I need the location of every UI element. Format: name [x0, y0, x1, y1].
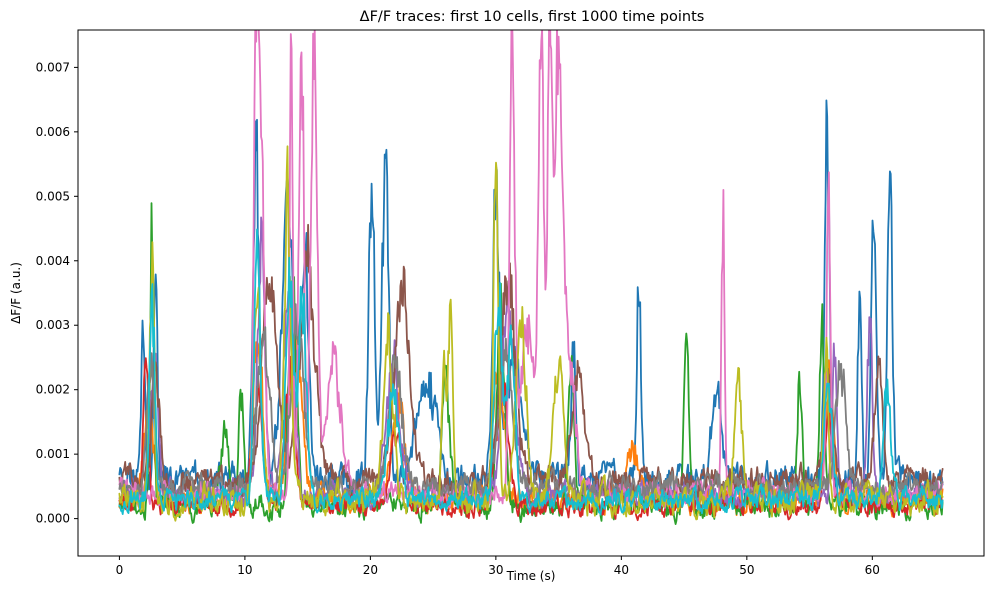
- trace-group: [118, 30, 944, 525]
- x-tick-label: 50: [739, 563, 754, 577]
- x-tick-label: 60: [865, 563, 880, 577]
- y-tick-label: 0.003: [36, 318, 70, 332]
- trace-line-cell-8: [118, 303, 944, 504]
- y-tick-label: 0.006: [36, 125, 70, 139]
- x-axis: 0 10 20 30 40 50 60: [116, 556, 880, 577]
- y-tick-label: 0.005: [36, 189, 70, 203]
- x-tick-label: 40: [614, 563, 629, 577]
- y-tick-label: 0.001: [36, 447, 70, 461]
- chart-title: ΔF/F traces: first 10 cells, first 1000 …: [360, 9, 705, 25]
- y-tick-label: 0.002: [36, 383, 70, 397]
- x-tick-label: 10: [237, 563, 252, 577]
- y-axis: 0.000 0.001 0.002 0.003 0.004 0.005 0.006 0.007: [36, 60, 78, 526]
- y-tick-label: 0.004: [36, 254, 70, 268]
- y-tick-label: 0.000: [36, 512, 70, 526]
- x-tick-label: 0: [116, 563, 124, 577]
- y-tick-label: 0.007: [36, 60, 70, 74]
- x-tick-label: 30: [488, 563, 503, 577]
- trace-line-cell-10: [118, 228, 944, 516]
- y-axis-label: ΔF/F (a.u.): [9, 262, 23, 324]
- x-tick-label: 20: [363, 563, 378, 577]
- x-axis-label: Time (s): [506, 569, 556, 583]
- plot-area-frame: [77, 29, 985, 557]
